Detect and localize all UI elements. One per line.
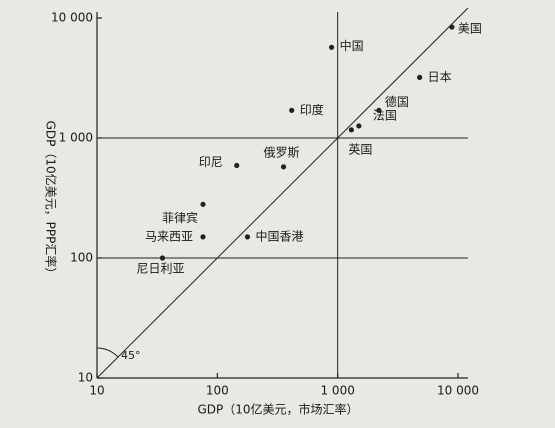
point — [289, 107, 295, 113]
x-tick-label: 10 — [89, 384, 104, 398]
point — [417, 74, 423, 80]
point — [244, 234, 251, 240]
angle-arc — [96, 347, 119, 358]
point-label: 尼日利亚 — [136, 262, 184, 276]
y-tick-label: 1 000 — [59, 131, 93, 145]
x-tick-label: 1 000 — [320, 384, 354, 398]
point — [376, 107, 382, 113]
point — [449, 24, 455, 30]
diagonal-45 — [96, 7, 469, 379]
x-axis-label: GDP（10亿美元，市场汇率） — [197, 402, 358, 417]
point-label: 印度 — [300, 102, 324, 117]
point — [356, 123, 362, 129]
y-tick-label: 10 000 — [51, 11, 93, 25]
y-tick-label: 10 — [78, 371, 93, 385]
point-label: 印尼 — [199, 155, 223, 169]
point-label: 日本 — [428, 70, 452, 84]
point — [234, 162, 240, 169]
point — [200, 201, 206, 207]
point-label: 英国 — [348, 142, 372, 156]
point — [348, 127, 354, 133]
point-label: 美国 — [458, 22, 482, 36]
point-label: 中国 — [340, 38, 364, 53]
point-label: 俄罗斯 — [264, 145, 300, 159]
point — [280, 164, 287, 170]
y-axis-label: GDP（10亿美元，PPP汇率） — [44, 121, 59, 280]
point-label: 法国 — [373, 108, 397, 122]
point-label: 马来西亚 — [145, 229, 193, 243]
point — [328, 44, 335, 50]
y-tick-label: 100 — [70, 251, 93, 265]
point-label: 中国香港 — [255, 228, 303, 243]
angle-label: 45° — [121, 349, 141, 362]
x-tick-label: 10 000 — [437, 384, 479, 398]
point-label: 菲律宾 — [162, 210, 198, 225]
point-label: 德国 — [385, 94, 409, 109]
point — [159, 255, 166, 261]
point — [200, 234, 206, 240]
x-tick-label: 100 — [206, 384, 229, 398]
